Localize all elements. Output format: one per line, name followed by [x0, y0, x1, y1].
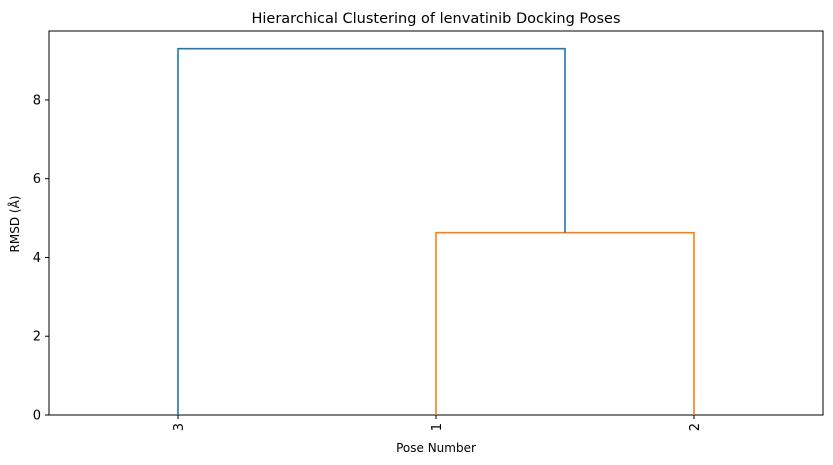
y-tick-label: 4 [33, 251, 41, 266]
x-axis-label: Pose Number [396, 441, 476, 455]
y-tick-label: 2 [33, 330, 41, 345]
x-tick-label: 1 [430, 423, 445, 431]
dendrogram-link-3-1-2 [177, 47, 566, 415]
y-tick-label: 0 [33, 409, 41, 424]
y-axis-label: RMSD (Å) [7, 196, 22, 253]
y-tick-label: 6 [33, 172, 41, 187]
chart-title: Hierarchical Clustering of lenvatinib Do… [251, 11, 620, 27]
x-tick-label: 2 [688, 423, 703, 431]
plot-area: 0 2 4 6 8 3 1 2 [33, 30, 824, 431]
x-tick-label: 3 [172, 423, 187, 431]
y-tick-label: 8 [33, 93, 41, 108]
dendrogram-link-1-2 [435, 231, 695, 415]
